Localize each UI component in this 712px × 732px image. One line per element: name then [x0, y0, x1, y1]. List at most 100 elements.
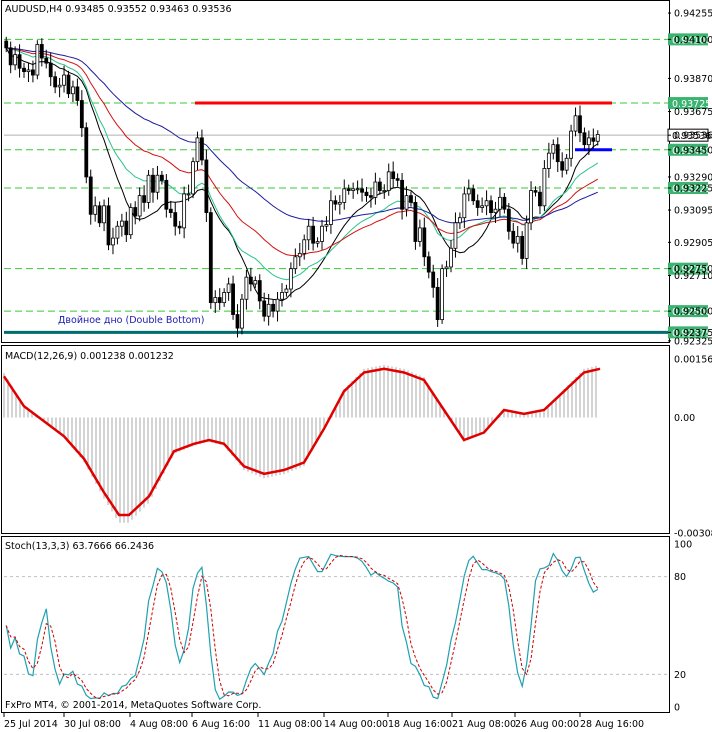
level-tag: [668, 262, 708, 275]
y-tick-label: 0.94100: [674, 35, 712, 46]
price-bar-body: [560, 161, 565, 171]
price-bar-body: [75, 86, 80, 101]
price-bar-body: [382, 190, 387, 192]
price-bar-body: [546, 152, 551, 169]
y-tick-label: 0.92710: [674, 271, 712, 282]
price-bar-body: [453, 222, 458, 249]
x-tick-label: 28 Aug 16:00: [580, 719, 644, 730]
price-bar-body: [373, 181, 378, 198]
price-bar-body: [426, 256, 431, 273]
x-tick-label: 26 Aug 00:00: [515, 719, 579, 730]
price-bar-body: [142, 195, 147, 203]
price-bar-body: [235, 314, 240, 329]
price-bar-body: [498, 196, 502, 210]
price-bar-body: [128, 207, 133, 236]
price-bar-body: [4, 40, 9, 49]
price-bar-body: [133, 207, 138, 217]
level-tag: [668, 97, 708, 110]
price-bar-body: [293, 256, 298, 270]
price-bar-body: [324, 224, 329, 227]
price-bar-body: [151, 174, 155, 193]
x-tick-label: 6 Aug 16:00: [192, 719, 250, 730]
price-bar-body: [542, 168, 547, 207]
price-bar-body: [231, 283, 235, 315]
price-bar-body: [275, 298, 280, 312]
price-bar-body: [506, 208, 511, 232]
price-bar-body: [253, 280, 258, 285]
y-tick-label: 0.92500: [674, 307, 712, 318]
y-tick-label: 0.93225: [674, 183, 712, 194]
y-tick-label: 0.92325: [674, 336, 712, 347]
price-bar-body: [88, 176, 93, 215]
macd-tick-label: 0.00: [674, 413, 695, 424]
price-bar-body: [146, 174, 151, 203]
price-bar-body: [173, 212, 178, 227]
price-bar-body: [564, 157, 569, 171]
level-tag-label: 0.93450: [672, 146, 711, 157]
ma-green-line: [6, 47, 599, 281]
price-bar-body: [22, 67, 26, 73]
stoch-main-line: [5, 552, 599, 701]
price-bar-body: [315, 241, 320, 244]
price-bar-body: [182, 193, 187, 229]
level-tag: [668, 181, 708, 194]
price-bar-body: [364, 191, 369, 197]
price-bar-body: [177, 225, 182, 229]
price-bar-body: [266, 303, 271, 317]
price-bar-body: [102, 205, 106, 224]
price-bar-body: [417, 227, 422, 242]
level-tag: [668, 143, 708, 156]
price-bar-body: [555, 144, 560, 163]
price-bar-body: [262, 300, 267, 317]
level-tag-label: 0.92750: [672, 265, 711, 276]
price-bar-body: [31, 69, 35, 76]
price-bar-body: [97, 205, 102, 224]
price-bar-body: [311, 225, 316, 244]
price-bar-body: [502, 196, 507, 210]
price-bar-body: [520, 235, 525, 259]
price-bar-body: [35, 44, 40, 76]
price-bar-body: [595, 134, 600, 142]
price-bar-body: [386, 171, 391, 191]
price-bar-body: [244, 276, 249, 300]
price-bar-body: [191, 161, 195, 195]
price-bar-body: [449, 247, 453, 268]
price-bar-body: [444, 266, 449, 270]
price-bar-body: [124, 220, 129, 236]
macd-signal-line: [2, 367, 601, 517]
price-bar-body: [200, 137, 204, 161]
y-tick-label: 0.93870: [674, 74, 712, 85]
price-bar-body: [431, 271, 436, 288]
price-bar-body: [17, 54, 22, 69]
copyright-text: FxPro MT4, © 2001-2014, MetaQuotes Softw…: [5, 700, 261, 711]
price-bar-body: [106, 205, 111, 246]
x-tick-label: 25 Jul 2014: [4, 719, 58, 730]
price-bar-body: [551, 144, 556, 154]
stoch-tick-label: 80: [674, 572, 686, 583]
price-bar-body: [195, 137, 200, 163]
y-tick-label: 0.93536: [674, 131, 712, 142]
price-bar-body: [79, 100, 84, 129]
price-bar-body: [569, 130, 573, 159]
price-bar-body: [288, 268, 293, 290]
price-bar-body: [591, 137, 596, 142]
y-tick-label: 0.92905: [674, 238, 712, 249]
price-bar-body: [284, 288, 289, 293]
price-bar-body: [320, 225, 324, 242]
price-bar-body: [582, 132, 587, 146]
price-bar-body: [93, 205, 98, 215]
price-bar-body: [164, 179, 169, 210]
price-bar-body: [57, 84, 62, 88]
price-bar-body: [440, 268, 445, 321]
price-bar-body: [413, 202, 418, 242]
current-price-label: 0.93536: [672, 131, 711, 142]
price-bar-body: [329, 200, 333, 225]
price-bar-body: [573, 115, 578, 132]
stoch-header: Stoch(13,3,3) 63.7666 66.2436: [5, 541, 154, 552]
price-bar-body: [39, 44, 44, 59]
stoch-signal-line: [5, 554, 599, 699]
y-tick-label: 0.93095: [674, 206, 712, 217]
price-bar-body: [524, 222, 529, 259]
price-bar-body: [484, 200, 489, 207]
y-tick-label: 0.93290: [674, 172, 712, 183]
